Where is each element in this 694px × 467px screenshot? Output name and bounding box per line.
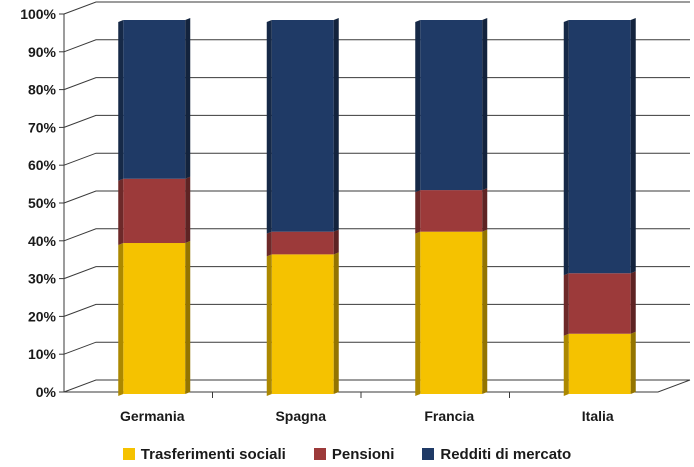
bar-italia-redditi-di-mercato [563,18,636,276]
bar-spagna-redditi-di-mercato-front [271,20,334,232]
bar-germania-redditi-di-mercato [118,18,191,181]
bar-spagna-trasferimenti-sociali-front [271,254,334,394]
bar-francia-redditi-di-mercato-side [415,20,421,193]
bar-italia-trasferimenti-sociali-side [563,333,569,396]
legend-item-trasferimenti: Trasferimenti sociali [122,445,286,463]
bar-spagna-pensioni-front [271,231,334,255]
bar-italia-redditi-di-mercato-side [563,20,569,276]
bar-germania-trasferimenti-sociali-edge [185,241,191,394]
bar-germania-trasferimenti-sociali [118,241,191,396]
bar-francia-pensioni [415,188,488,234]
bar-francia-pensioni-edge [482,188,488,232]
bar-italia-redditi-di-mercato-edge [630,18,636,274]
bar-francia-pensioni-front [420,190,483,232]
gridline [63,266,690,280]
x-label-francia: Francia [424,408,474,424]
bar-francia-trasferimenti-sociali-front [420,231,483,394]
gridline [63,228,690,242]
legend-swatch-trasferimenti [122,448,135,460]
y-tick-label: 50% [28,195,57,211]
bar-spagna-trasferimenti-sociali-side [266,254,272,396]
x-axis-labels: Germania Spagna Francia Italia [120,408,614,424]
legend-label-trasferimenti: Trasferimenti sociali [140,445,286,463]
bar-spagna-pensioni-side [266,231,272,257]
bar-spagna-trasferimenti-sociali-edge [333,252,339,394]
bar-germania-trasferimenti-sociali-front [123,243,186,394]
bar-germania-pensioni-side [118,178,124,246]
bar-germania-pensioni [118,176,191,246]
bar-italia-trasferimenti-sociali-edge [630,331,636,394]
legend-label-pensioni: Pensioni [331,445,395,463]
bar-spagna-redditi-di-mercato-side [266,20,272,234]
stacked-percent-bar-chart: 0% 10% 20% 30% 40% 50% 60% 70% 80% 90% 100% German… [20,1,691,424]
gridline [63,379,690,393]
legend: Trasferimenti sociali Pensioni Redditi d… [0,443,694,465]
y-tick-label: 20% [28,308,57,324]
bar-italia-pensioni-side [563,273,569,336]
bar-francia-redditi-di-mercato [415,18,488,193]
legend-swatch-pensioni [313,448,326,460]
axes [59,13,691,398]
bar-italia-redditi-di-mercato-front [568,20,631,274]
bar-francia-trasferimenti-sociali-side [415,231,421,396]
gridline [63,190,690,204]
bar-italia-pensioni [563,271,636,336]
y-tick-label: 0% [36,384,57,400]
gridline [63,1,690,15]
y-tick-label: 90% [28,44,57,60]
legend-label-redditi: Redditi di mercato [440,445,572,463]
y-tick-label: 70% [28,119,57,135]
x-label-germania: Germania [120,408,185,424]
gridline [63,303,690,317]
legend-item-pensioni: Pensioni [313,445,395,463]
bar-germania-redditi-di-mercato-side [118,20,124,181]
gridline [63,39,690,53]
y-tick-label: 30% [28,271,57,287]
y-axis-ticks: 0% 10% 20% 30% 40% 50% 60% 70% 80% 90% 100% [20,6,56,400]
bar-spagna-redditi-di-mercato-edge [333,18,339,232]
bar-germania-trasferimenti-sociali-side [118,243,124,396]
bar-italia-trasferimenti-sociali [563,331,636,396]
bar-italia-pensioni-edge [630,271,636,334]
bar-germania-pensioni-edge [185,176,191,244]
gridline [63,114,690,128]
gridline [63,152,690,166]
y-tick-label: 60% [28,157,57,173]
bar-italia-trasferimenti-sociali-front [568,333,631,394]
x-label-italia: Italia [582,408,614,424]
bar-francia-redditi-di-mercato-edge [482,18,488,191]
legend-swatch-redditi [422,448,435,460]
y-tick-label: 10% [28,346,57,362]
bar-spagna-pensioni-edge [333,229,339,255]
x-label-spagna: Spagna [275,408,326,424]
bar-germania-pensioni-front [123,178,186,244]
bar-francia-trasferimenti-sociali [415,229,488,396]
bar-spagna-pensioni [266,229,339,257]
bar-italia-pensioni-front [568,273,631,334]
y-tick-label: 40% [28,233,57,249]
bars [118,18,636,396]
bar-spagna-redditi-di-mercato [266,18,339,234]
bar-francia-redditi-di-mercato-front [420,20,483,191]
bar-spagna-trasferimenti-sociali [266,252,339,396]
bar-francia-pensioni-side [415,190,421,234]
gridline [63,77,690,91]
bar-germania-redditi-di-mercato-front [123,20,186,179]
bar-germania-redditi-di-mercato-edge [185,18,191,179]
bar-francia-trasferimenti-sociali-edge [482,229,488,394]
y-tick-label: 80% [28,82,57,98]
y-tick-label: 100% [20,6,56,22]
x-axis-floor-line [64,379,691,393]
gridlines [63,1,690,393]
gridline [63,341,690,355]
legend-item-redditi: Redditi di mercato [422,446,571,463]
